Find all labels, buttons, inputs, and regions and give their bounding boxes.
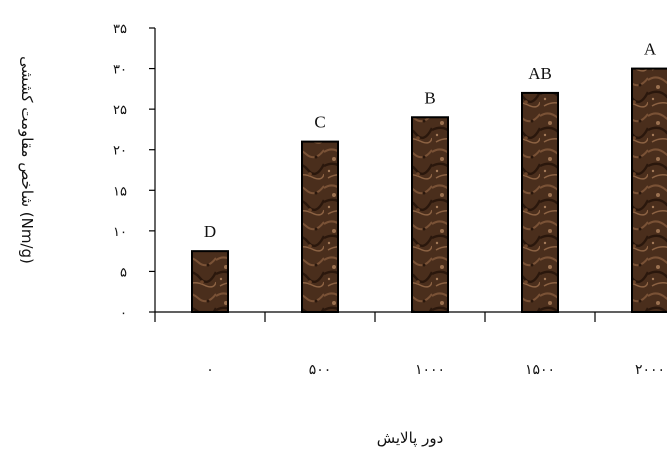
- significance-letter: B: [424, 88, 435, 107]
- y-tick-label: ۳۰: [113, 63, 127, 78]
- y-tick-label: ۳۵: [113, 22, 127, 37]
- significance-letter: D: [204, 222, 216, 241]
- significance-letter: AB: [528, 64, 552, 83]
- bar: [631, 67, 667, 313]
- labels: ۰ ۵ ۱۰ ۱۵ ۲۰ ۲۵ ۳۰ ۳۵ D ۰ C ۵۰۰ B ۱۰۰۰ AB ۱۵۰۰ A ۲۰۰۰: [113, 22, 665, 378]
- y-tick-label: ۲۰: [113, 144, 127, 159]
- y-axis-title: شاخص مقاومت کششی (Nm/g): [18, 56, 36, 264]
- bars: [191, 67, 667, 313]
- bar: [411, 116, 449, 313]
- significance-letter: A: [644, 40, 657, 59]
- x-axis-title: دور پالایش: [377, 429, 444, 448]
- x-tick-label: ۵۰۰: [309, 362, 332, 378]
- axes: [149, 27, 667, 322]
- x-tick-label: ۱۵۰۰: [525, 362, 555, 378]
- significance-letter: C: [314, 113, 325, 132]
- x-tick-label: ۱۰۰۰: [415, 362, 445, 378]
- bar: [521, 91, 559, 313]
- y-tick-label: ۱۰: [113, 225, 127, 240]
- y-tick-label: ۱۵: [113, 184, 127, 199]
- y-tick-label: ۵: [120, 265, 127, 280]
- y-tick-label: ۲۵: [113, 103, 127, 118]
- bar: [191, 250, 229, 313]
- x-tick-label: ۲۰۰۰: [635, 362, 665, 378]
- y-tick-label: ۰: [120, 306, 127, 321]
- x-tick-label: ۰: [206, 362, 214, 378]
- bar: [301, 140, 339, 313]
